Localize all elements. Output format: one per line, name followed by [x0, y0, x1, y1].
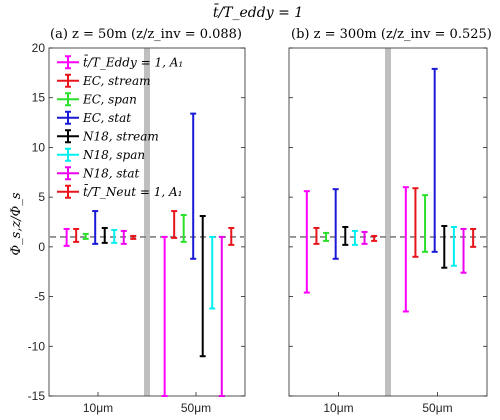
y-tick-label: 15 — [32, 91, 46, 105]
errorbar — [82, 232, 89, 240]
errorbar — [161, 235, 168, 397]
errorbar — [111, 228, 118, 244]
errorbar — [73, 227, 80, 243]
category-separator — [144, 48, 150, 396]
panel-a-ticks: -15 -10 -5 0 5 10 15 20 10μm 50μm — [28, 41, 245, 415]
errorbar — [190, 112, 197, 260]
legend-label: t̄/T_Eddy = 1, A₁ — [83, 54, 183, 70]
errorbar — [470, 227, 477, 248]
errorbar — [412, 187, 419, 258]
errorbar — [180, 214, 187, 243]
legend-label: N18, span — [82, 148, 145, 162]
panel-b-ticks: 10μm 50μm — [289, 47, 487, 415]
legend-entry: t̄/T_Eddy = 1, A₁ — [57, 54, 183, 70]
figure-suptitle: t̄/T_eddy = 1 — [213, 3, 303, 21]
y-tick-label: -10 — [28, 339, 46, 353]
errorbar — [441, 224, 448, 269]
errorbar — [313, 226, 320, 245]
legend-entry: EC, stream — [57, 73, 151, 88]
errorbar — [130, 234, 137, 240]
errorbar — [361, 230, 368, 245]
errorbar — [171, 210, 178, 239]
legend-label: t̄/T_Neut = 1, A₁ — [83, 183, 182, 199]
errorbar — [92, 210, 99, 245]
legend-label: N18, stream — [82, 129, 159, 143]
y-axis-label: Φ_s,z/Φ_s — [9, 192, 24, 255]
errorbar — [450, 225, 457, 267]
legend-label: N18, stat — [82, 166, 140, 180]
errorbar — [371, 234, 378, 242]
category-separator — [385, 48, 391, 396]
legend-entry: EC, stat — [57, 110, 131, 125]
errorbar — [422, 194, 429, 253]
x-tick-label: 50μm — [181, 401, 211, 415]
panel-b-frame — [288, 47, 488, 397]
panel-a: (a) z = 50m (z/z_inv = 0.088) -15 -10 -5 0 5… — [28, 27, 246, 415]
legend-label: EC, stat — [82, 111, 131, 125]
errorbar — [460, 227, 467, 274]
legend-entry: N18, span — [57, 147, 145, 162]
errorbar — [199, 215, 206, 358]
legend-entry: N18, stream — [57, 129, 159, 144]
errorbar — [303, 190, 310, 294]
errorbar — [101, 226, 108, 244]
errorbar — [402, 186, 409, 313]
errorbar — [431, 67, 438, 253]
errorbar — [120, 229, 127, 245]
legend-label: EC, stream — [82, 74, 151, 88]
legend-label: EC, span — [82, 92, 137, 106]
x-tick-label: 50μm — [422, 401, 452, 415]
errorbar — [218, 235, 225, 397]
errorbar — [351, 229, 358, 246]
x-tick-label: 10μm — [83, 401, 113, 415]
errorbar — [63, 227, 70, 247]
errorbar — [323, 231, 330, 242]
y-tick-label: -5 — [34, 290, 45, 304]
x-tick-label: 10μm — [323, 401, 353, 415]
errorbar — [332, 188, 339, 260]
legend-entry: t̄/T_Neut = 1, A₁ — [57, 183, 182, 199]
y-tick-label: 10 — [32, 140, 46, 154]
panel-b-errorbars — [290, 67, 486, 313]
panel-b: (b) z = 300m (z/z_inv = 0.525) 10μm 50μm — [288, 27, 492, 415]
errorbar — [228, 226, 235, 246]
panel-a-frame — [48, 47, 246, 397]
y-tick-label: 20 — [32, 41, 46, 55]
errorbar — [342, 225, 349, 246]
panel-b-title: (b) z = 300m (z/z_inv = 0.525) — [291, 27, 492, 42]
legend: t̄/T_Eddy = 1, A₁ EC, stream EC, span EC, s… — [55, 51, 183, 203]
legend-entry: N18, stat — [57, 166, 140, 181]
panel-a-title: (a) z = 50m (z/z_inv = 0.088) — [50, 27, 242, 42]
y-tick-label: 0 — [38, 240, 45, 254]
y-tick-label: 5 — [38, 190, 45, 204]
errorbar — [209, 235, 216, 310]
y-tick-label: -15 — [28, 389, 46, 403]
panel-a-errorbars — [50, 112, 244, 397]
legend-entry: EC, span — [57, 92, 137, 107]
